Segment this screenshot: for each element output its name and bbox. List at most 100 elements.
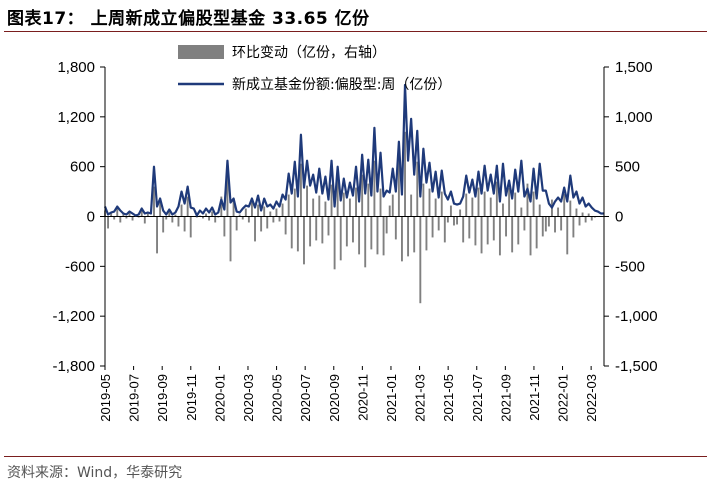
change-bar: [146, 212, 149, 217]
change-bar: [287, 194, 290, 217]
change-bar: [299, 163, 302, 217]
change-bar: [336, 176, 339, 217]
left-tick-label: 1,200: [57, 109, 95, 126]
change-bar: [226, 166, 229, 217]
change-bar: [492, 216, 495, 241]
change-bar: [453, 216, 455, 226]
change-bar: [554, 216, 556, 233]
change-bar: [532, 191, 535, 217]
change-bar: [557, 207, 560, 217]
change-bar: [257, 204, 260, 217]
x-tick-label: 2022-03: [584, 374, 599, 422]
x-tick-label: 2019-05: [98, 374, 113, 422]
change-bar: [358, 216, 361, 255]
change-bar: [523, 216, 526, 231]
change-bar: [529, 216, 532, 256]
change-bar: [342, 192, 345, 217]
change-bar: [333, 216, 336, 270]
x-tick-label: 2022-01: [556, 374, 571, 422]
change-bar: [502, 203, 504, 217]
left-tick-label: 600: [70, 159, 95, 176]
right-tick-label: 0: [615, 209, 623, 226]
new-fund-shares-line: [103, 83, 604, 217]
change-bar: [379, 188, 382, 217]
change-bar: [468, 216, 471, 239]
change-bar: [251, 201, 253, 217]
change-bar: [419, 216, 422, 304]
change-bar: [355, 187, 357, 217]
change-bar: [388, 205, 391, 217]
change-bar: [517, 216, 520, 245]
change-bar: [168, 210, 171, 217]
left-tick-label: -600: [65, 258, 95, 275]
change-bar: [214, 216, 217, 223]
change-bar: [202, 216, 204, 219]
change-bar: [483, 191, 486, 217]
x-tick-label: 2021-01: [384, 374, 399, 422]
change-bar: [223, 216, 226, 237]
left-tick-label: 1,800: [57, 59, 95, 76]
change-bar: [397, 159, 400, 217]
change-bar: [318, 195, 321, 217]
change-bar: [401, 216, 403, 262]
change-bar: [312, 198, 315, 217]
x-tick-label: 2021-09: [498, 374, 513, 422]
change-bar: [315, 216, 318, 241]
change-bar: [211, 211, 214, 217]
change-bar: [180, 204, 183, 217]
change-bar: [520, 207, 523, 217]
change-bar: [578, 216, 581, 226]
change-bar: [560, 216, 563, 231]
change-bar: [153, 186, 155, 217]
change-bar: [220, 196, 223, 217]
change-bar: [174, 214, 177, 217]
change-bar: [339, 216, 342, 261]
change-bar: [413, 216, 416, 253]
change-bar: [352, 216, 354, 243]
right-tick-label: -1,000: [615, 308, 658, 325]
change-bar: [244, 208, 247, 217]
change-bar: [266, 216, 269, 229]
change-bar: [569, 200, 572, 217]
change-bar: [422, 183, 425, 217]
change-bar: [235, 216, 238, 231]
change-bar: [511, 216, 514, 253]
change-bar: [241, 216, 244, 220]
change-bar: [508, 187, 511, 217]
change-bar: [177, 216, 180, 227]
change-bar: [514, 192, 517, 217]
change-bar: [495, 181, 498, 217]
change-bar: [162, 216, 165, 233]
change-bar: [443, 216, 446, 243]
change-bar: [462, 216, 465, 243]
change-bar: [330, 184, 333, 217]
change-bar: [186, 196, 189, 217]
x-tick-label: 2020-07: [298, 374, 313, 422]
x-tick-label: 2021-05: [441, 374, 456, 422]
x-tick-label: 2019-09: [155, 374, 170, 422]
change-bar: [425, 216, 428, 251]
change-bar: [156, 216, 158, 254]
legend-line-label: 新成立基金份额:偏股型:周（亿份）: [232, 76, 451, 93]
x-tick-label: 2021-07: [470, 374, 485, 422]
change-bar: [278, 216, 281, 222]
right-tick-label: -1,500: [615, 358, 658, 375]
change-bar: [465, 193, 468, 217]
title-divider: [4, 31, 707, 32]
change-bar: [416, 161, 419, 217]
right-tick-label: -500: [615, 258, 645, 275]
change-bar: [364, 216, 367, 268]
change-bar: [428, 188, 431, 217]
change-bar: [296, 216, 299, 252]
x-tick-label: 2021-03: [413, 374, 428, 422]
change-bar: [486, 216, 489, 245]
change-bar: [590, 216, 593, 221]
change-bar: [547, 216, 550, 227]
change-bar: [303, 216, 305, 265]
left-tick-label: -1,800: [52, 358, 95, 375]
change-bar: [131, 216, 134, 221]
change-bar: [584, 216, 587, 223]
x-tick-label: 2021-11: [527, 374, 542, 421]
change-bar: [566, 216, 569, 255]
